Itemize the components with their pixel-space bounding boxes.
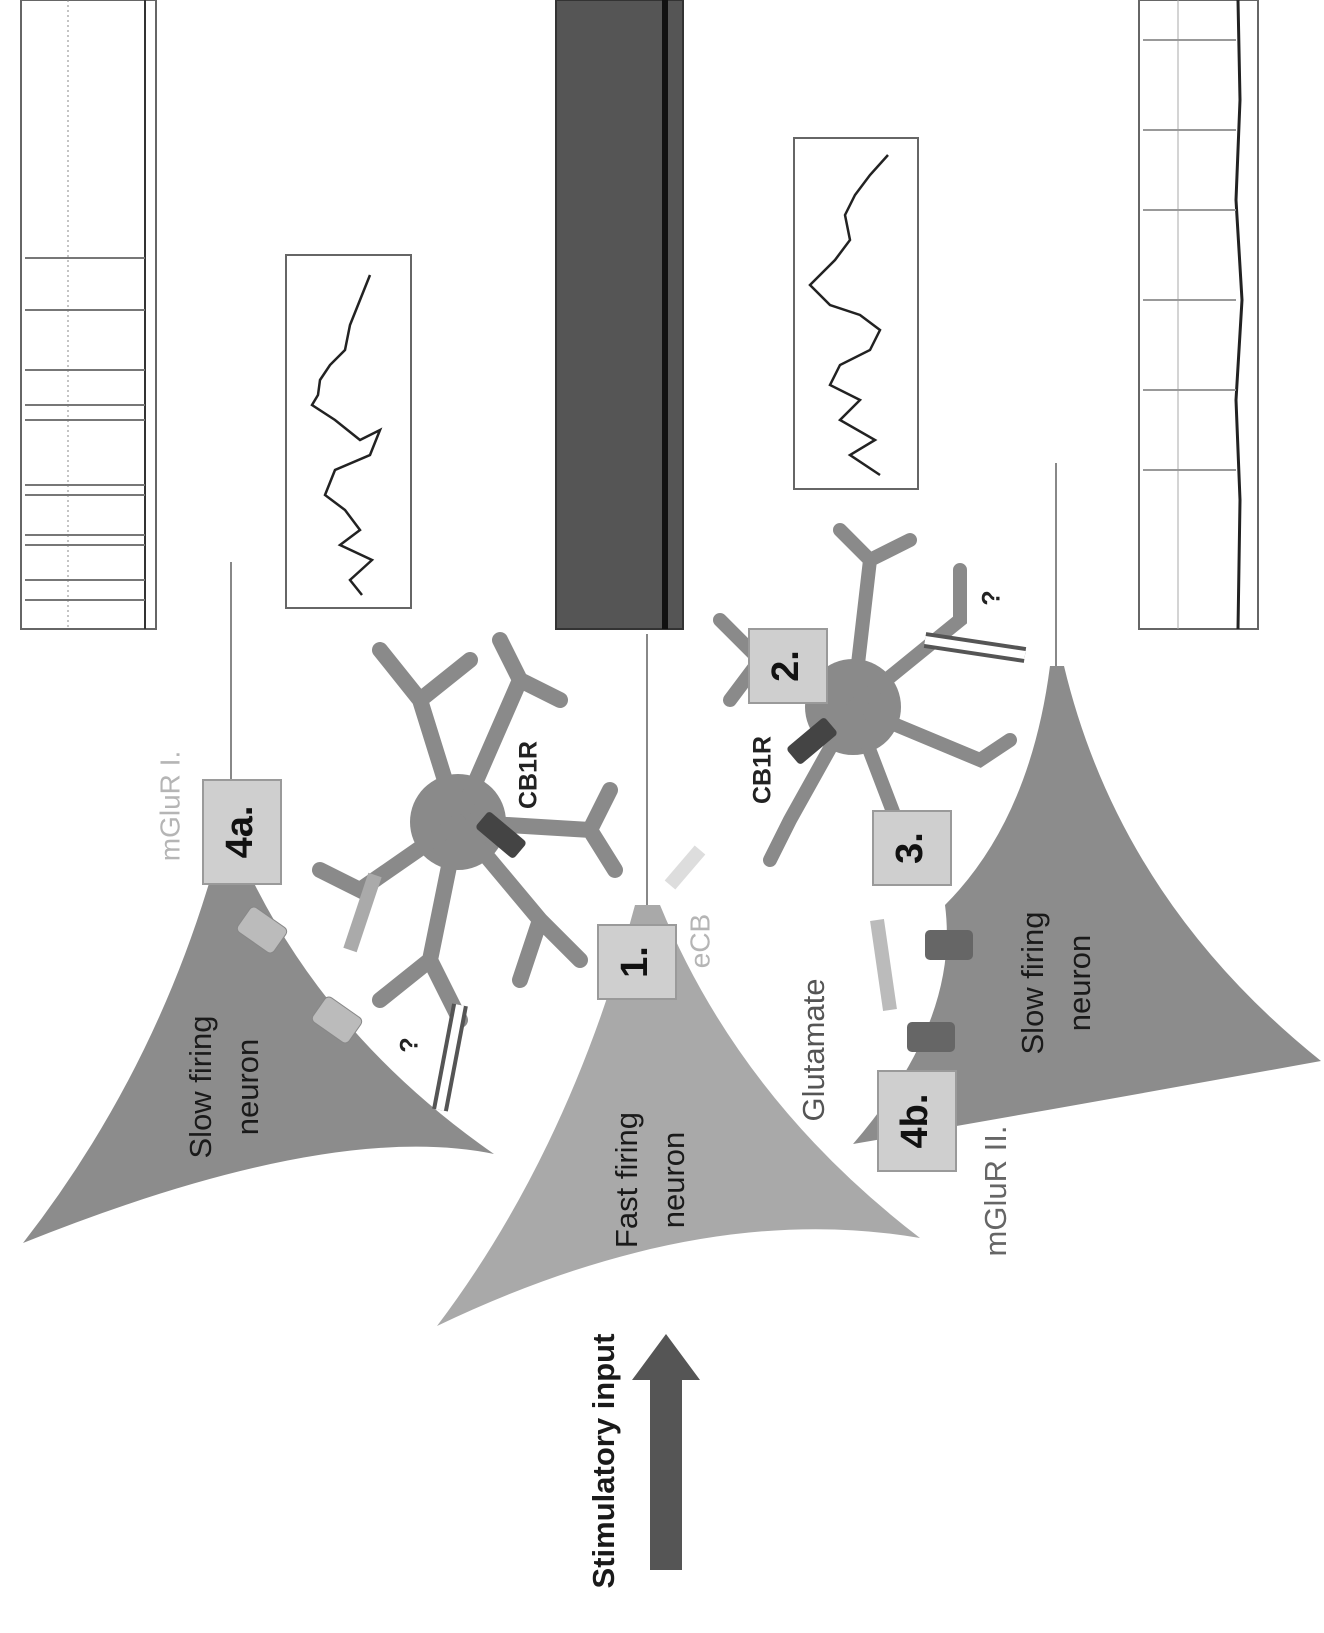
astrocyte-upper	[312, 632, 623, 1028]
trace-top	[20, 0, 157, 630]
step-box	[597, 924, 677, 1000]
unknown-mark: ?	[978, 590, 1006, 605]
receptor-label: mGluR II.	[978, 1126, 1013, 1257]
neuron-label: Slow firing	[1015, 912, 1050, 1055]
step-label: 3.	[889, 832, 931, 864]
receptor-label: CB1R	[749, 736, 777, 804]
neuron-label: neuron	[656, 1132, 691, 1229]
neuron-label: neuron	[1062, 935, 1097, 1032]
receptors	[236, 718, 973, 1052]
neuron-label: Fast firing	[609, 1112, 644, 1248]
unknown-mark: ?	[396, 1037, 424, 1052]
messenger-label: Glutamate	[796, 978, 831, 1121]
neuron-shapes	[23, 463, 1321, 1326]
arrows	[343, 632, 1027, 1570]
step-label: 4b.	[894, 1094, 936, 1149]
input-label: Stimulatory input	[586, 1334, 621, 1589]
step-box	[872, 810, 952, 886]
step-box	[748, 628, 828, 704]
step-label: 4a.	[219, 806, 261, 859]
calcium-trace-upper	[285, 254, 412, 609]
receptor-label: mGluR I.	[154, 751, 185, 861]
trace-bottom	[1138, 0, 1259, 630]
step-label: 1.	[614, 946, 656, 978]
neuron-label: Slow firing	[183, 1016, 218, 1159]
step-box	[877, 1070, 957, 1172]
calcium-trace-lower	[793, 137, 919, 490]
trace-middle	[555, 0, 684, 630]
step-box	[202, 779, 282, 885]
messenger-label: eCB	[684, 914, 715, 968]
step-label: 2.	[765, 650, 807, 682]
receptor-label: CB1R	[515, 741, 543, 809]
neuron-label: neuron	[230, 1039, 265, 1136]
